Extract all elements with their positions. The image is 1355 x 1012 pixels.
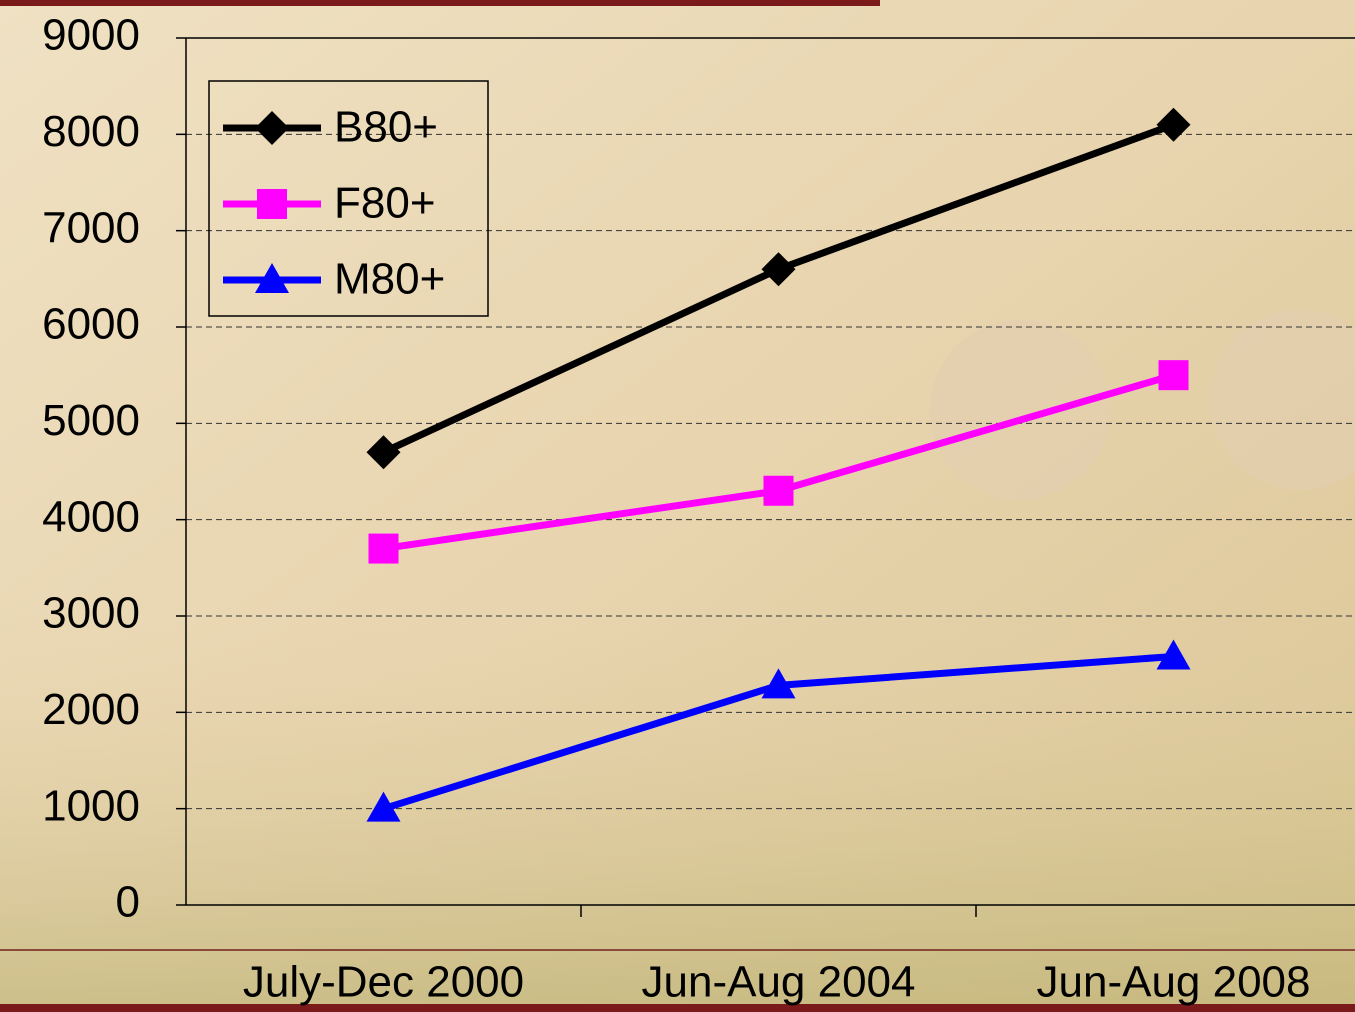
y-tick-label: 6000 xyxy=(42,300,140,349)
y-tick-label: 2000 xyxy=(42,685,140,734)
y-tick-label: 5000 xyxy=(42,396,140,445)
x-tick-label: July-Dec 2000 xyxy=(243,958,524,1007)
chart: 0 1000 2000 3000 4000 5000 6000 7000 8000 9000 Jul… xyxy=(0,0,1355,1012)
y-tick-label: 4000 xyxy=(42,492,140,541)
y-tick-label: 8000 xyxy=(42,107,140,156)
x-tick-label: Jun-Aug 2008 xyxy=(1037,958,1311,1007)
y-tick-label: 1000 xyxy=(42,781,140,830)
point xyxy=(764,476,794,506)
legend-label: M80+ xyxy=(334,255,445,304)
page: 0 1000 2000 3000 4000 5000 6000 7000 8000 9000 Jul… xyxy=(0,0,1355,1012)
point xyxy=(369,534,399,564)
y-tick-label: 9000 xyxy=(42,11,140,60)
y-tick-label: 0 xyxy=(116,878,140,927)
top-bar xyxy=(0,0,880,6)
y-tick-label: 3000 xyxy=(42,589,140,638)
legend-label: B80+ xyxy=(334,103,438,152)
legend-label: F80+ xyxy=(334,179,436,228)
point xyxy=(1159,360,1189,390)
legend-marker xyxy=(257,189,287,219)
y-tick-label: 7000 xyxy=(42,203,140,252)
background-shape xyxy=(930,320,1110,500)
x-tick-label: Jun-Aug 2004 xyxy=(642,958,916,1007)
